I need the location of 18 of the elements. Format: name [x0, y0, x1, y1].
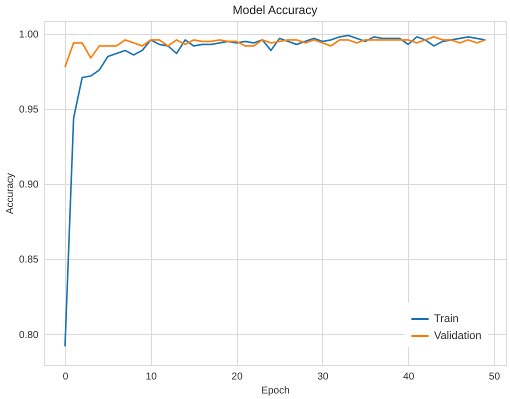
y-tick-label: 0.90 — [19, 180, 39, 191]
x-axis-title: Epoch — [261, 386, 290, 396]
y-tick-label: 0.85 — [19, 254, 39, 266]
x-tick-label: 40 — [403, 372, 415, 382]
x-tick-label: 30 — [317, 372, 329, 382]
y-tick-label: 0.80 — [19, 330, 39, 341]
line-series — [64, 36, 486, 68]
legend-label: Validation — [434, 330, 482, 342]
x-tick-label: 0 — [62, 372, 69, 382]
x-tick-label: 20 — [232, 372, 244, 382]
y-tick-label: 1.00 — [19, 29, 39, 40]
y-tick-label: 0.95 — [19, 104, 39, 116]
x-tick-label: 10 — [146, 372, 158, 382]
y-axis-title: Accuracy — [5, 172, 16, 214]
line-series — [64, 34, 486, 348]
x-tick-label: 50 — [488, 372, 500, 382]
legend-label: Train — [434, 313, 459, 325]
chart-title: Model Accuracy — [232, 3, 318, 17]
